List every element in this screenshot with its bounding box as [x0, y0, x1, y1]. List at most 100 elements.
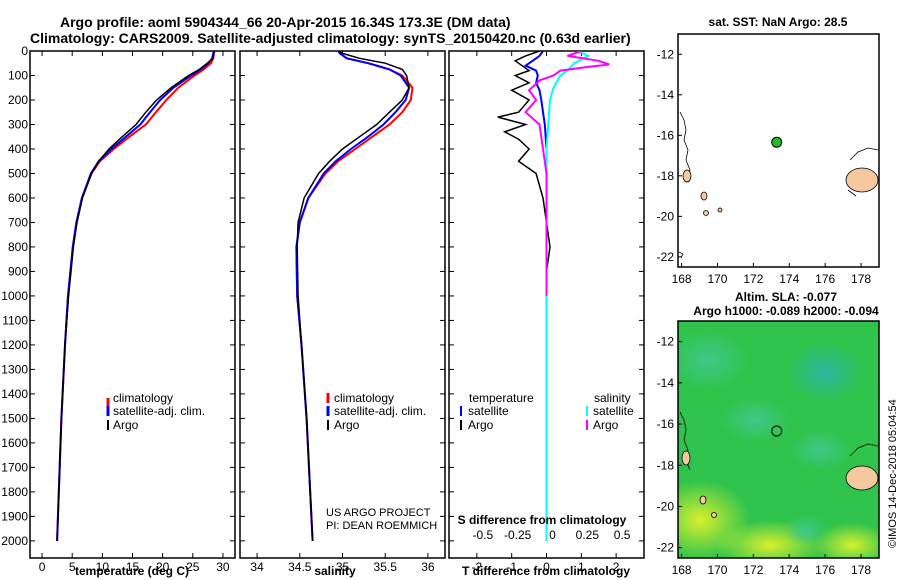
credit-pi: PI: DEAN ROEMMICH — [326, 520, 437, 532]
x-tick-label: 34 — [250, 560, 264, 574]
timestamp-label: ©IMOS 14-Dec-2018 05:04:54 — [887, 399, 899, 548]
s-tick-label: 0 — [549, 528, 556, 542]
legend-climatology: climatology — [334, 391, 394, 405]
legend-salinity-title: salinity — [594, 391, 631, 405]
y-tick-label: 0 — [21, 44, 28, 58]
credit-project: US ARGO PROJECT — [326, 507, 431, 519]
series-line-argo — [296, 50, 410, 541]
y-tick-label: 800 — [8, 240, 28, 254]
y-tick-label: 400 — [8, 142, 28, 156]
legend-sal-argo: Argo — [593, 418, 619, 432]
s-difference-label: S difference from climatology — [458, 513, 627, 527]
series-line-satellite — [523, 51, 548, 541]
altimetry-title-line2: Argo h1000: -0.089 h2000: -0.094 — [693, 304, 879, 318]
x-tick-label: -1 — [506, 560, 517, 574]
x-tick-label: 5 — [69, 560, 76, 574]
x-tick-label: 0 — [39, 560, 46, 574]
lon-tick-label: 168 — [672, 563, 692, 577]
y-tick-label: 1100 — [2, 313, 28, 327]
temperature-panel: 0 5 10 15 20 25 300100200300400500600700800900… — [1, 44, 236, 578]
lat-tick-label: -16 — [657, 128, 675, 142]
salinity-plot-frame — [239, 50, 446, 559]
y-tick-label: 500 — [8, 166, 28, 180]
lat-tick-label: -14 — [657, 376, 675, 390]
y-tick-label: 2000 — [1, 534, 28, 548]
altimetry-title-line1: Altim. SLA: -0.077 — [735, 290, 837, 304]
islands — [681, 450, 879, 518]
sst-map-panel: sat. SST: NaN Argo: 28.5 168 170 172 174 176… — [657, 15, 880, 286]
y-tick-label: 1700 — [1, 460, 28, 474]
lat-tick-label: -12 — [657, 47, 675, 61]
y-tick-label: 1000 — [1, 289, 28, 303]
series-line-argo — [56, 51, 215, 541]
s-tick-label: -0.5 — [473, 528, 494, 542]
s-tick-label: 0.5 — [614, 528, 631, 542]
x-tick-label: 35.5 — [374, 560, 398, 574]
sst-map-title: sat. SST: NaN Argo: 28.5 — [709, 15, 848, 29]
series-line-argo — [524, 51, 610, 296]
lon-tick-label: 170 — [707, 563, 727, 577]
legend-argo: Argo — [113, 418, 139, 432]
temperature-xlabel: temperature (deg C) — [75, 564, 189, 578]
y-tick-label: 700 — [8, 215, 28, 229]
x-tick-label: 0 — [543, 560, 550, 574]
lat-tick-label: -20 — [657, 209, 675, 223]
lon-tick-label: 174 — [779, 272, 799, 286]
s-tick-label: -0.25 — [504, 528, 532, 542]
sst-map-frame — [677, 33, 880, 268]
legend-satellite-adj: satellite-adj. clim. — [334, 404, 426, 418]
x-tick-label: 20 — [156, 560, 170, 574]
legend-sal-satellite: satellite — [593, 404, 634, 418]
x-tick-label: 25 — [186, 560, 200, 574]
lon-tick-label: 176 — [815, 272, 835, 286]
figure-title-line2: Climatology: CARS2009. Satellite-adjuste… — [30, 30, 631, 46]
y-tick-label: 1400 — [1, 387, 28, 401]
difference-panel: -2 -1 0 1 2 -0.5 -0.25 0 0.25 0.5 S difference fr… — [448, 50, 645, 578]
t-difference-xlabel: T difference from climatology — [462, 564, 630, 578]
difference-legend: temperature satellite Argo salinity sate… — [460, 391, 634, 432]
altimetry-map-frame — [677, 320, 880, 559]
salinity-legend: climatology satellite-adj. clim. Argo — [326, 391, 426, 432]
legend-temp-satellite: satellite — [468, 404, 509, 418]
series-line-satellite — [545, 51, 591, 541]
lat-tick-label: -12 — [657, 335, 675, 349]
lon-tick-label: 172 — [743, 563, 763, 577]
lat-tick-label: -16 — [657, 417, 675, 431]
series-line-climatology — [295, 50, 414, 541]
lon-tick-label: 178 — [851, 272, 871, 286]
legend-satellite-adj: satellite-adj. clim. — [113, 404, 205, 418]
x-tick-label: 30 — [216, 560, 230, 574]
series-line-argo — [497, 51, 551, 296]
altimetry-map-panel: Altim. SLA: -0.077 Argo h1000: -0.089 h2… — [657, 290, 880, 577]
y-tick-label: 1600 — [1, 436, 28, 450]
lat-tick-label: -20 — [657, 499, 675, 513]
lon-tick-label: 170 — [707, 272, 727, 286]
salinity-panel: 34 34.5 35 35.5 36 salinity climatology sate… — [239, 50, 446, 578]
lon-tick-label: 172 — [743, 272, 763, 286]
x-tick-label: 35 — [336, 560, 350, 574]
legend-climatology: climatology — [113, 391, 173, 405]
y-tick-label: 100 — [8, 68, 28, 82]
y-tick-label: 1900 — [1, 509, 28, 523]
figure-title-line1: Argo profile: aoml 5904344_66 20-Apr-201… — [60, 14, 511, 30]
lat-tick-label: -22 — [657, 250, 675, 264]
lon-tick-label: 174 — [779, 563, 799, 577]
islands — [682, 167, 879, 216]
argo-location-marker — [771, 136, 783, 148]
s-tick-label: 0.25 — [576, 528, 600, 542]
legend-temp-argo: Argo — [468, 418, 494, 432]
x-tick-label: 10 — [96, 560, 110, 574]
x-tick-label: 15 — [126, 560, 140, 574]
x-tick-label: 2 — [613, 560, 620, 574]
legend-argo: Argo — [334, 418, 360, 432]
legend-temperature-title: temperature — [469, 391, 534, 405]
lat-tick-label: -18 — [657, 169, 675, 183]
y-tick-label: 300 — [8, 117, 28, 131]
temperature-legend: climatology satellite-adj. clim. Argo — [106, 391, 205, 432]
series-line-satellite-adj-clim- — [295, 50, 411, 541]
lon-tick-label: 168 — [672, 272, 692, 286]
y-tick-label: 1800 — [1, 485, 28, 499]
lat-tick-label: -22 — [657, 541, 675, 555]
lon-tick-label: 176 — [815, 563, 835, 577]
